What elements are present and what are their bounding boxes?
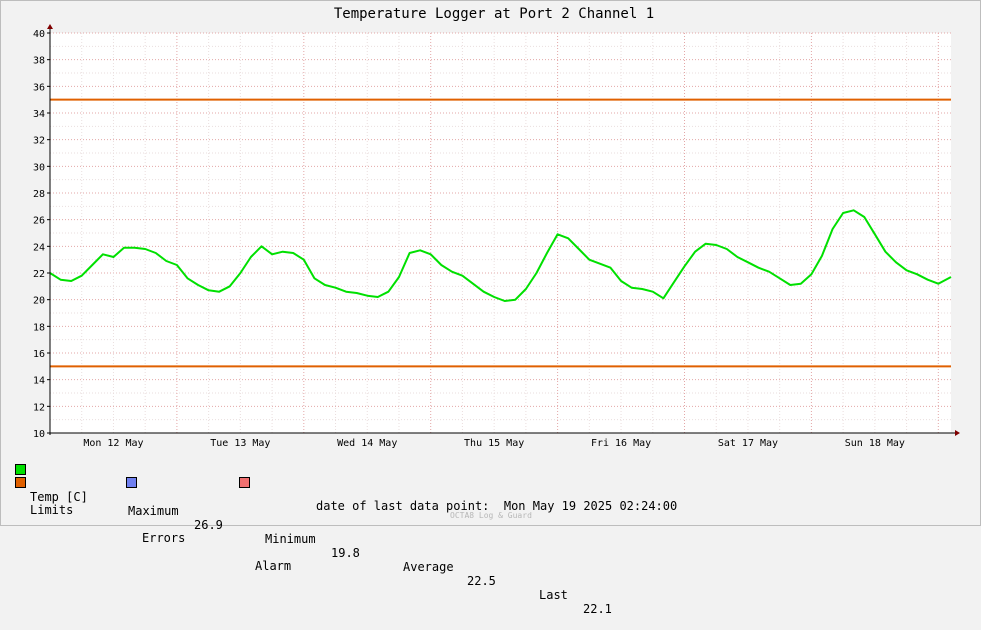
y-tick-label: 32 [33,136,45,147]
y-tick-label: 20 [33,296,45,307]
average-value: 22.5 [467,574,496,588]
y-tick-label: 12 [33,402,45,413]
x-tick-label: Tue 13 May [210,438,270,449]
limits-swatch [15,477,26,488]
chart-title: Temperature Logger at Port 2 Channel 1 [334,6,654,22]
x-tick-label: Sat 17 May [718,438,778,449]
y-tick-label: 18 [33,322,45,333]
legend-row-limits: Limits Errors Alarm [14,475,714,573]
last-data-point: date of last data point: Mon May 19 2025… [316,499,677,513]
y-tick-label: 22 [33,269,45,280]
y-tick-label: 10 [33,429,45,440]
y-tick-label: 28 [33,189,45,200]
maximum-label: Maximum [128,504,179,518]
y-axis-arrow [47,24,53,29]
maximum-value: 26.9 [194,518,223,532]
alarm-label: Alarm [255,559,292,573]
average-label: Average [403,560,454,574]
y-tick-label: 26 [33,216,45,227]
y-tick-label: 24 [33,242,45,253]
minimum-label: Minimum [265,532,316,546]
alarm-swatch [239,477,250,488]
brand-watermark: OCTA8 Log & Guard [450,511,532,520]
x-axis-arrow [955,430,960,436]
x-tick-label: Thu 15 May [464,438,524,449]
legend-row-temp: Temp [C] Maximum 26.9 Minimum 19.8 Avera… [14,462,714,616]
x-tick-label: Wed 14 May [337,438,397,449]
errors-swatch [126,477,137,488]
last-value: 22.1 [583,602,612,616]
y-tick-label: 40 [33,29,45,40]
y-tick-label: 30 [33,162,45,173]
temp-label: Temp [C] [30,490,88,504]
errors-label: Errors [142,531,186,545]
y-tick-label: 14 [33,376,45,387]
y-tick-label: 38 [33,56,45,67]
x-tick-label: Mon 12 May [83,438,143,449]
y-tick-label: 36 [33,82,45,93]
y-tick-label: 16 [33,349,45,360]
x-tick-label: Fri 16 May [591,438,651,449]
temp-series-line [49,209,952,302]
limits-label: Limits [30,503,74,517]
temperature-chart: Temperature Logger at Port 2 Channel 1 1… [33,6,960,449]
last-label: Last [539,588,568,602]
temp-swatch [15,464,26,475]
minimum-value: 19.8 [331,546,360,560]
last-data-point-label: date of last data point: [316,499,490,513]
x-tick-label: Sun 18 May [845,438,905,449]
y-tick-label: 34 [33,109,45,120]
last-data-point-value: Mon May 19 2025 02:24:00 [503,499,678,513]
